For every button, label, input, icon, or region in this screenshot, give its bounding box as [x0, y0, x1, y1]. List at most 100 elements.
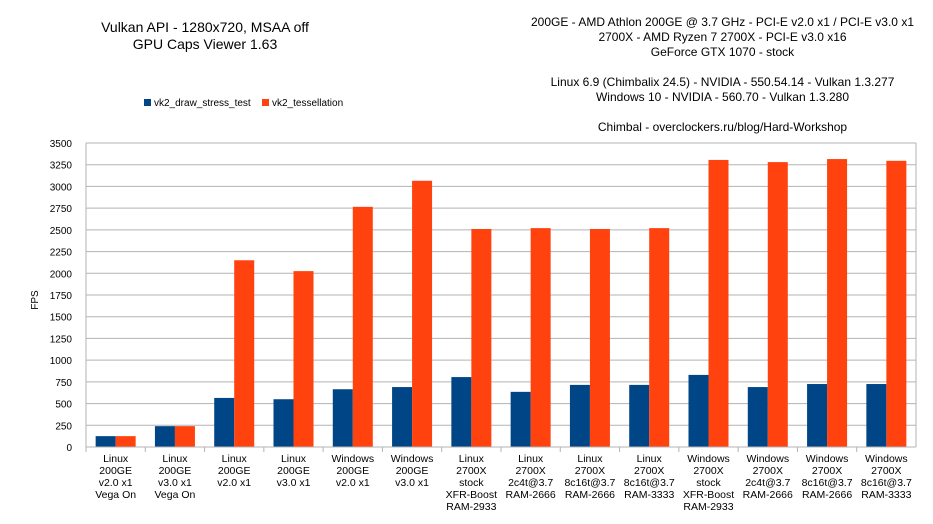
y-tick-label: 3500 [50, 139, 73, 150]
x-tick-label: v3.0 x1 [277, 477, 311, 489]
x-tick-label: Linux [459, 453, 485, 465]
x-tick-label: 200GE [396, 465, 429, 477]
bar-vk2_tessellation [293, 271, 314, 447]
bar-vk2_tessellation [471, 228, 492, 447]
x-tick-label: Windows [391, 453, 434, 465]
bar-vk2_draw_stress_test [392, 387, 413, 447]
x-tick-label: Linux [222, 453, 248, 465]
x-tick-label: 8c16t@3.7 [624, 477, 675, 489]
info-line: Chimbal - overclockers.ru/blog/Hard-Work… [597, 120, 848, 134]
x-tick-label: Linux [518, 453, 544, 465]
x-tick-label: RAM-2933 [446, 501, 496, 513]
x-tick-label: v2.0 x1 [336, 477, 370, 489]
x-tick-label: v2.0 x1 [217, 477, 251, 489]
x-tick-label: Linux [577, 453, 603, 465]
y-tick-label: 1750 [50, 291, 73, 302]
legend-label: vk2_draw_stress_test [154, 98, 251, 109]
legend-swatch [262, 99, 269, 106]
info-line: 2700X - AMD Ryzen 7 2700X - PCI-E v3.0 x… [598, 30, 847, 44]
y-tick-label: 1250 [50, 334, 73, 345]
y-tick-label: 2250 [50, 248, 73, 259]
x-tick-label: 2700X [871, 465, 901, 477]
x-tick-label: XFR-Boost [683, 489, 734, 501]
info-line: GeForce GTX 1070 - stock [650, 45, 795, 59]
x-tick-label: Vega On [95, 489, 136, 501]
x-tick-label: stock [459, 477, 484, 489]
x-tick-label: 2700X [515, 465, 545, 477]
y-tick-label: 1500 [50, 313, 73, 324]
y-tick-label: 750 [55, 378, 72, 389]
bar-vk2_tessellation [234, 260, 255, 447]
bar-vk2_tessellation [174, 426, 195, 447]
x-tick-label: RAM-2666 [506, 489, 556, 501]
bar-vk2_tessellation [115, 436, 136, 447]
x-tick-label: 2700X [634, 465, 664, 477]
x-tick-label: 200GE [336, 465, 369, 477]
info-line: 200GE - AMD Athlon 200GE @ 3.7 GHz - PCI… [530, 15, 914, 29]
bar-vk2_tessellation [827, 159, 848, 447]
x-tick-label: RAM-2666 [802, 489, 852, 501]
y-tick-label: 2000 [50, 269, 73, 280]
x-tick-label: 200GE [99, 465, 132, 477]
y-axis-label: FPS [30, 290, 41, 310]
x-tick-label: 8c16t@3.7 [802, 477, 853, 489]
legend-label: vk2_tessellation [272, 98, 343, 109]
x-tick-label: RAM-2933 [683, 501, 733, 513]
bar-vk2_tessellation [649, 228, 670, 447]
bar-vk2_draw_stress_test [273, 399, 294, 447]
x-tick-label: Linux [281, 453, 307, 465]
x-tick-label: stock [696, 477, 721, 489]
bar-vk2_tessellation [708, 159, 729, 448]
bar-vk2_tessellation [589, 228, 610, 447]
x-tick-label: 200GE [277, 465, 310, 477]
bar-vk2_draw_stress_test [510, 391, 531, 447]
bar-vk2_draw_stress_test [807, 384, 828, 447]
bar-vk2_draw_stress_test [688, 374, 709, 447]
legend-swatch [144, 99, 151, 106]
bar-vk2_draw_stress_test [154, 426, 175, 447]
chart-title: Vulkan API - 1280x720, MSAA off GPU Caps … [101, 19, 309, 52]
bar-vk2_draw_stress_test [95, 436, 116, 447]
chart-info: 200GE - AMD Athlon 200GE @ 3.7 GHz - PCI… [520, 15, 925, 135]
x-tick-label: 2c4t@3.7 [745, 477, 790, 489]
x-tick-label: Windows [865, 453, 908, 465]
x-tick-label: v2.0 x1 [99, 477, 133, 489]
y-tick-label: 1000 [50, 356, 73, 367]
x-tick-label: 8c16t@3.7 [861, 477, 912, 489]
x-tick-label: Windows [806, 453, 849, 465]
x-tick-label: Linux [637, 453, 663, 465]
y-tick-label: 2750 [50, 204, 73, 215]
x-tick-label: 2700X [812, 465, 842, 477]
y-tick-label: 2500 [50, 226, 73, 237]
x-tick-label: RAM-3333 [861, 489, 911, 501]
bar-vk2_draw_stress_test [747, 387, 768, 447]
x-tick-label: XFR-Boost [446, 489, 497, 501]
x-tick-label: Windows [746, 453, 789, 465]
bar-vk2_draw_stress_test [629, 384, 650, 447]
y-tick-label: 0 [66, 443, 72, 454]
info-line: Windows 10 - NVIDIA - 560.70 - Vulkan 1.… [595, 90, 850, 104]
bar-vk2_draw_stress_test [332, 389, 353, 447]
x-tick-label: 200GE [218, 465, 251, 477]
x-tick-label: RAM-2666 [743, 489, 793, 501]
x-tick-label: Windows [687, 453, 730, 465]
x-tick-label: Vega On [154, 489, 195, 501]
x-tick-label: 2700X [753, 465, 783, 477]
bar-vk2_tessellation [767, 162, 788, 447]
bar-vk2_draw_stress_test [866, 384, 887, 447]
bar-vk2_tessellation [886, 160, 907, 447]
x-tick-label: Linux [103, 453, 129, 465]
x-tick-label: 2700X [693, 465, 723, 477]
x-tick-label: v3.0 x1 [395, 477, 429, 489]
x-tick-label: 8c16t@3.7 [564, 477, 615, 489]
bar-vk2_draw_stress_test [569, 384, 590, 447]
x-tick-label: 2700X [575, 465, 605, 477]
x-tick-label: Linux [162, 453, 188, 465]
y-tick-label: 500 [55, 400, 72, 411]
x-tick-label: Windows [331, 453, 374, 465]
x-tick-label: 2c4t@3.7 [508, 477, 553, 489]
x-tick-label: 200GE [159, 465, 192, 477]
bar-vk2_tessellation [352, 206, 373, 447]
